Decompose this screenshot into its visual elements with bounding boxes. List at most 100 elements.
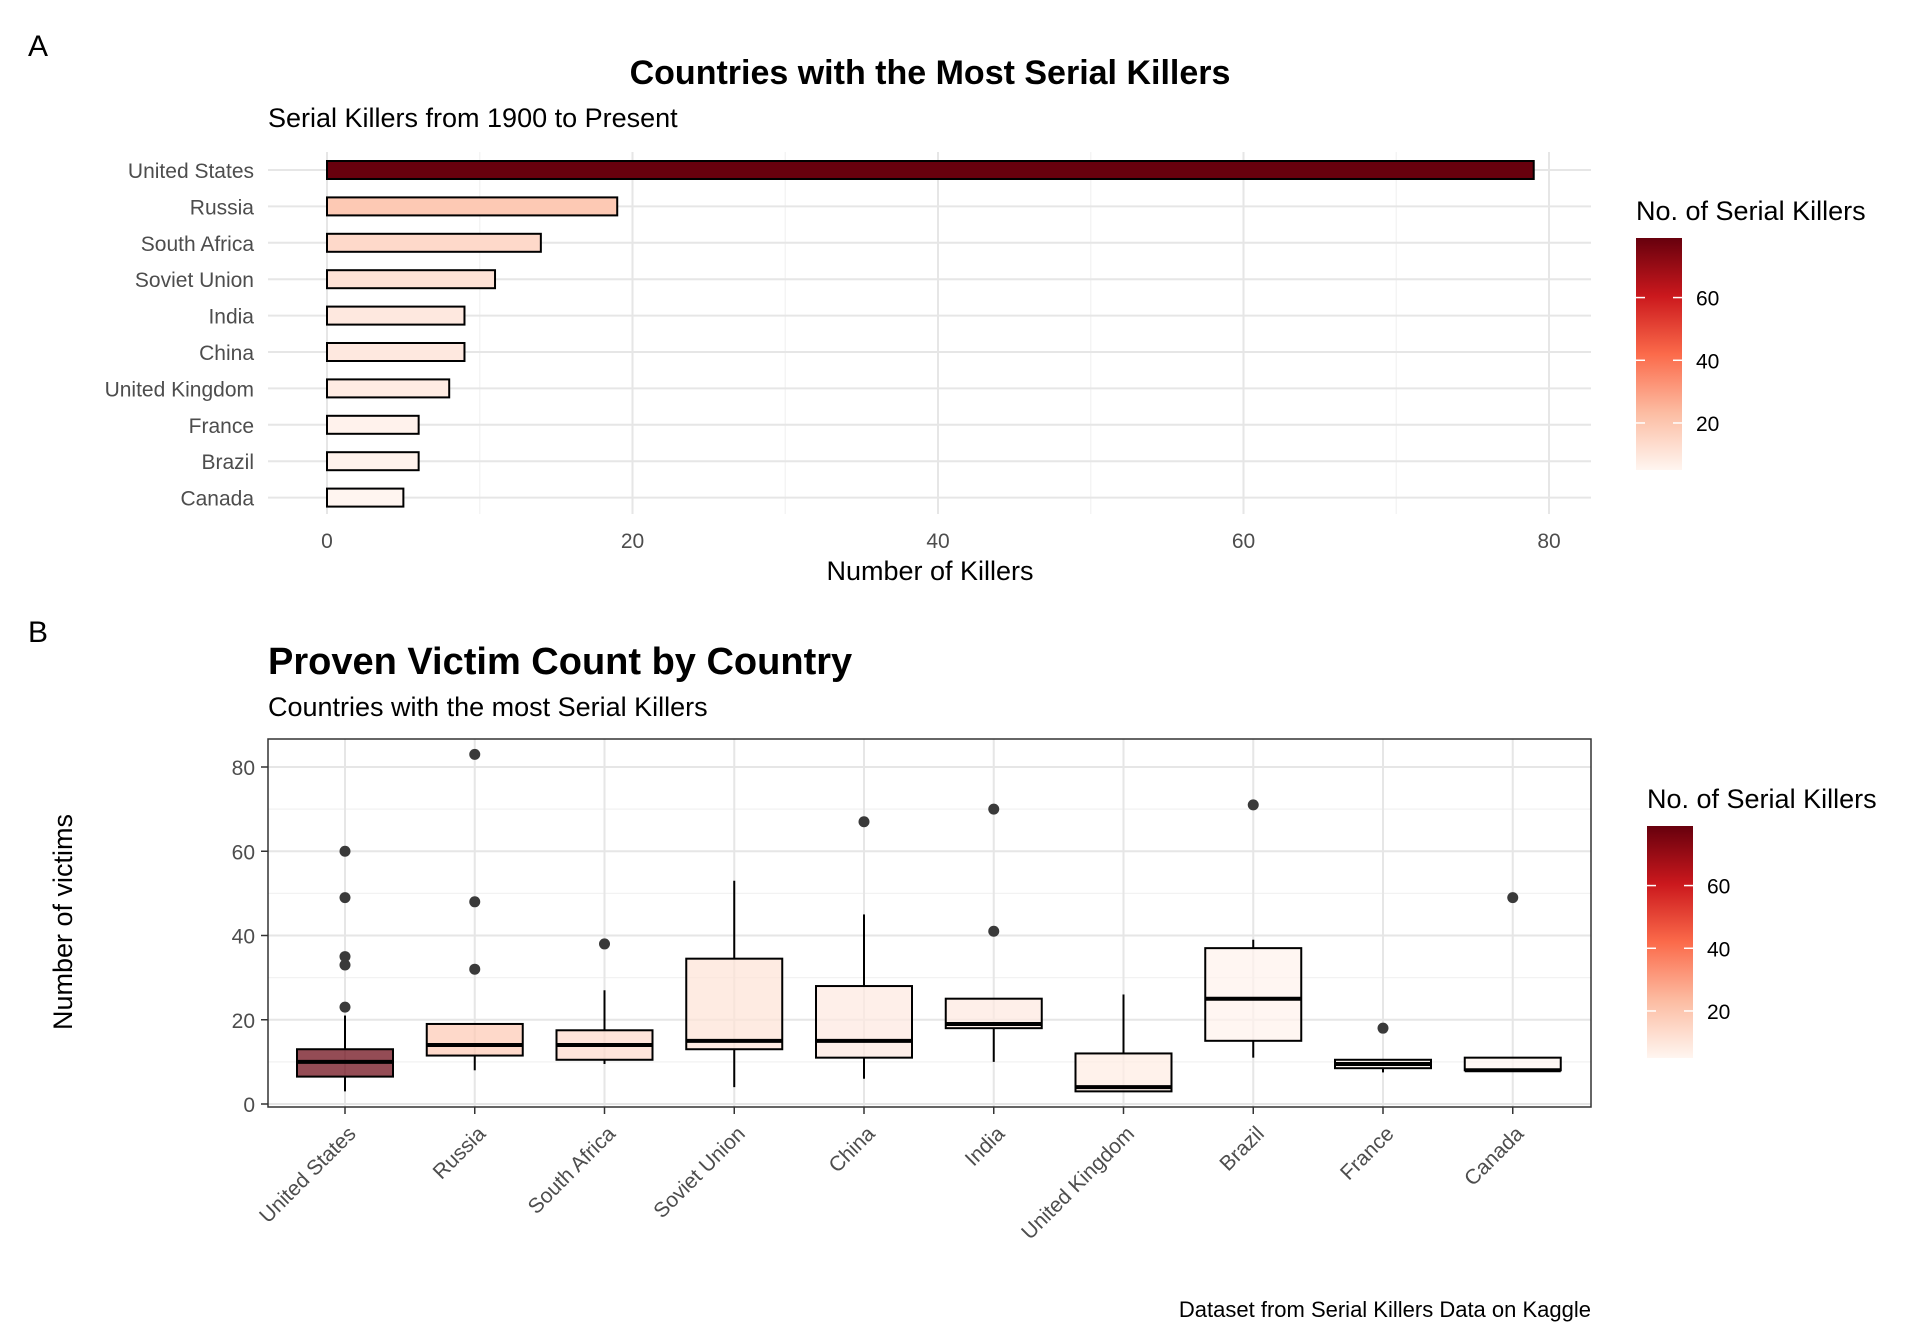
x-tick-label: 40 bbox=[926, 530, 949, 553]
box-brazil bbox=[1204, 799, 1303, 1058]
outlier-point bbox=[988, 925, 1000, 937]
outlier-point bbox=[1247, 799, 1259, 811]
box-united-states bbox=[296, 845, 394, 1092]
chart-b-y-axis-title: Number of victims bbox=[48, 814, 78, 1030]
panel-label-a: A bbox=[28, 30, 48, 63]
chart-b-title: Proven Victim Count by Country bbox=[268, 641, 852, 683]
outlier-point bbox=[599, 938, 610, 950]
chart-b-tick-labels: 0 20 40 60 80 bbox=[232, 757, 268, 1117]
category-label: South Africa bbox=[141, 233, 255, 256]
box-united-kingdom bbox=[1074, 994, 1173, 1093]
outlier-point bbox=[339, 1001, 351, 1013]
caption: Dataset from Serial Killers Data on Kagg… bbox=[1179, 1297, 1591, 1322]
category-label: United States bbox=[255, 1122, 360, 1227]
category-label: Soviet Union bbox=[135, 269, 254, 292]
legend-tick-label: 60 bbox=[1696, 288, 1719, 311]
box-russia bbox=[425, 748, 524, 1071]
chart-a-bars bbox=[326, 160, 1535, 508]
bar-canada bbox=[326, 487, 405, 508]
chart-a-legend-title: No. of Serial Killers bbox=[1636, 196, 1866, 226]
category-label: Russia bbox=[190, 196, 255, 219]
y-tick-label: 0 bbox=[243, 1094, 255, 1117]
bar-china bbox=[326, 342, 466, 362]
outlier-point bbox=[1507, 892, 1519, 904]
legend-tick-label: 20 bbox=[1696, 413, 1719, 436]
outlier-point bbox=[1377, 1022, 1389, 1034]
category-label: China bbox=[199, 342, 254, 365]
category-label: India bbox=[961, 1122, 1010, 1171]
box-india bbox=[944, 803, 1043, 1062]
legend-tick-label: 40 bbox=[1696, 350, 1719, 373]
box-iqr bbox=[1074, 1052, 1173, 1093]
bar-soviet-union bbox=[326, 269, 497, 290]
outlier-point bbox=[339, 845, 351, 857]
bar-south-africa bbox=[326, 232, 542, 253]
chart-a-legend-colorbar bbox=[1636, 238, 1682, 470]
category-label: Brazil bbox=[201, 451, 254, 474]
category-label: Brazil bbox=[1215, 1122, 1268, 1175]
panel-a-bar-chart: A Countries with the Most Serial Killers… bbox=[28, 30, 1866, 586]
outlier-point bbox=[988, 803, 1000, 815]
category-label: South Africa bbox=[524, 1122, 621, 1219]
chart-a-subtitle: Serial Killers from 1900 to Present bbox=[268, 103, 678, 133]
box-iqr bbox=[1204, 947, 1303, 1042]
bar-united-states bbox=[326, 160, 1535, 180]
x-tick-label: 20 bbox=[621, 530, 644, 553]
chart-b-panel-border bbox=[267, 738, 1592, 1108]
y-tick-label: 20 bbox=[232, 1010, 255, 1033]
category-label: United Kingdom bbox=[1017, 1122, 1139, 1244]
chart-a-category-labels: United States Russia South Africa Soviet Un… bbox=[105, 160, 255, 511]
box-canada bbox=[1463, 892, 1562, 1073]
chart-b-boxes bbox=[296, 748, 1562, 1093]
x-tick-label: 60 bbox=[1232, 530, 1255, 553]
chart-a-tick-labels: 0 20 40 60 80 bbox=[321, 530, 1561, 553]
category-label: France bbox=[1336, 1122, 1398, 1184]
category-label: Russia bbox=[429, 1122, 491, 1184]
bar-france bbox=[326, 414, 420, 435]
category-label: United States bbox=[128, 160, 254, 183]
chart-a-title: Countries with the Most Serial Killers bbox=[630, 54, 1231, 92]
category-label: France bbox=[189, 415, 254, 438]
legend-tick-label: 40 bbox=[1707, 938, 1730, 961]
panel-b-box-chart: B Proven Victim Count by Country Countri… bbox=[28, 616, 1877, 1244]
outlier-point bbox=[858, 816, 870, 828]
chart-a-x-axis-title: Number of Killers bbox=[826, 556, 1033, 586]
outlier-point bbox=[339, 892, 351, 904]
box-south-africa bbox=[555, 938, 654, 1064]
box-iqr bbox=[685, 957, 784, 1051]
chart-b-legend: No. of Serial Killers 20 40 60 bbox=[1647, 784, 1877, 1058]
y-tick-label: 80 bbox=[232, 757, 255, 780]
box-iqr bbox=[815, 985, 913, 1059]
chart-b-category-labels: United States Russia South Africa Soviet Un… bbox=[255, 1107, 1529, 1244]
y-tick-label: 60 bbox=[232, 841, 255, 864]
x-tick-label: 0 bbox=[321, 530, 333, 553]
bar-brazil bbox=[326, 451, 420, 472]
chart-b-legend-title: No. of Serial Killers bbox=[1647, 784, 1877, 814]
bar-russia bbox=[326, 196, 619, 217]
category-label: Canada bbox=[180, 488, 254, 511]
outlier-point bbox=[469, 963, 481, 975]
category-label: China bbox=[824, 1122, 879, 1177]
outlier-point bbox=[339, 951, 351, 963]
box-china bbox=[815, 816, 913, 1079]
category-label: India bbox=[208, 306, 254, 329]
bar-india bbox=[326, 305, 466, 326]
category-label: United Kingdom bbox=[105, 378, 254, 401]
box-iqr bbox=[425, 1022, 524, 1057]
chart-a-legend: No. of Serial Killers 20 40 60 bbox=[1636, 196, 1866, 470]
category-label: Canada bbox=[1460, 1122, 1529, 1191]
y-tick-label: 40 bbox=[232, 926, 255, 949]
legend-tick-label: 20 bbox=[1707, 1001, 1730, 1024]
box-france bbox=[1334, 1022, 1432, 1073]
bar-united-kingdom bbox=[326, 378, 451, 399]
outlier-point bbox=[469, 896, 481, 908]
box-soviet-union bbox=[685, 880, 784, 1088]
chart-b-legend-colorbar bbox=[1647, 826, 1693, 1058]
panel-label-b: B bbox=[28, 616, 48, 649]
outlier-point bbox=[469, 748, 481, 760]
x-tick-label: 80 bbox=[1537, 530, 1560, 553]
category-label: Soviet Union bbox=[649, 1122, 749, 1222]
legend-tick-label: 60 bbox=[1707, 876, 1730, 899]
chart-b-subtitle: Countries with the most Serial Killers bbox=[268, 692, 708, 722]
